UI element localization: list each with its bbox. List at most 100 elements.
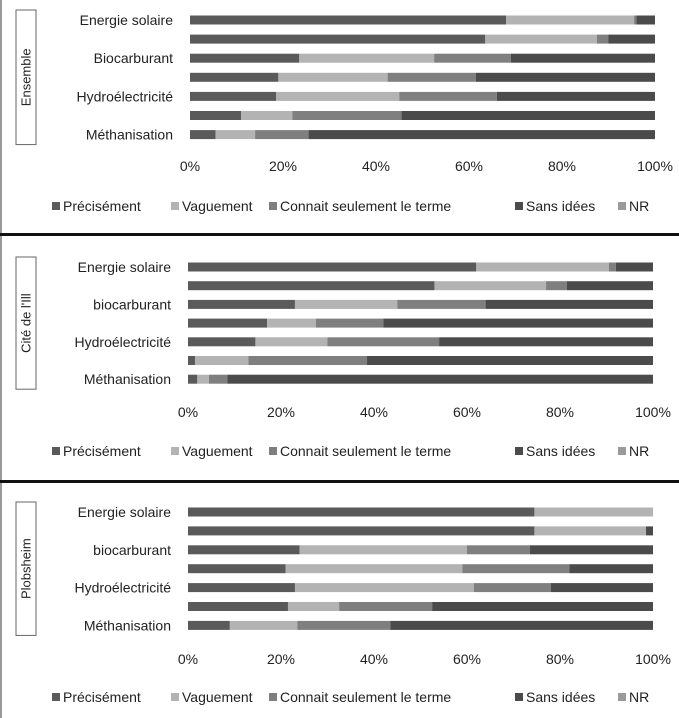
group-label-box (15, 9, 37, 146)
legend-label: Sans idées (526, 689, 595, 705)
bar-segment-connait-seulement-le-terme (596, 34, 609, 44)
bar-segment-pr-cis-ment (190, 111, 242, 120)
bar-segment-sans-id-es (510, 53, 655, 63)
x-tick-label: 40% (360, 404, 388, 420)
bar-segment-pr-cis-ment (188, 507, 535, 517)
bar-segment-connait-seulement-le-terme (315, 318, 384, 328)
category-label: Biocarburant (94, 50, 173, 66)
chart-panel-3: Plobsheim Energie solaire biocarburant Hydr… (0, 483, 671, 718)
legend-label: NR (629, 198, 649, 214)
category-label: Energie solaire (80, 12, 174, 28)
bar-segment-sans-id-es (566, 281, 653, 291)
group-label: Cité de l'Ill (19, 293, 34, 353)
bar-segment-connait-seulement-le-terme (387, 72, 476, 82)
x-tick-label: 20% (269, 158, 297, 174)
bar-segment-sans-id-es (550, 583, 653, 593)
bar-segment-connait-seulement-le-terme (546, 281, 567, 291)
bar-segment-vaguement (434, 281, 547, 291)
group-label: Ensemble (19, 48, 34, 106)
bar-segment-vaguement (506, 15, 635, 25)
category-label: Méthanisation (86, 127, 173, 143)
category-label: Hydroélectricité (75, 334, 172, 350)
bar-segment-pr-cis-ment (188, 337, 256, 347)
legend-swatch (269, 202, 277, 210)
bar-segment-connait-seulement-le-terme (634, 15, 637, 25)
legend-swatch (515, 693, 523, 701)
legend-swatch (171, 693, 179, 701)
legend-swatch (171, 202, 179, 210)
category-label: Méthanisation (84, 617, 171, 633)
category-label: Hydroélectricité (77, 88, 174, 104)
bar-segment-vaguement (197, 374, 209, 384)
bar-segment-connait-seulement-le-terme (397, 299, 486, 309)
bar-segment-vaguement (241, 111, 293, 120)
bar-segment-connait-seulement-le-terme (297, 620, 391, 630)
bar-segment-pr-cis-ment (188, 602, 288, 611)
x-tick-label: 0% (178, 651, 198, 667)
bar-segment-sans-id-es (496, 91, 655, 101)
bar-segment-sans-id-es (383, 318, 653, 328)
legend-label: Vaguement (182, 198, 253, 214)
bar-segment-connait-seulement-le-terme (473, 583, 551, 593)
bar-segment-vaguement (215, 130, 256, 140)
group-label-box (15, 256, 37, 390)
bar-segment-vaguement (476, 262, 609, 272)
bar-segment-sans-id-es (608, 34, 655, 44)
legend-label: Connait seulement le terme (280, 443, 451, 459)
x-tick-label: 40% (360, 651, 388, 667)
group-label: Plobsheim (19, 538, 34, 599)
legend-swatch (52, 447, 60, 455)
legend-label: Sans idées (526, 443, 595, 459)
x-tick-label: 60% (455, 158, 483, 174)
bar-segment-connait-seulement-le-terme (292, 111, 402, 120)
bar-segment-connait-seulement-le-terme (467, 545, 530, 555)
bar-segment-sans-id-es (432, 602, 653, 611)
x-tick-label: 0% (178, 404, 198, 420)
bar-segment-pr-cis-ment (190, 91, 277, 101)
bar-segment-pr-cis-ment (188, 299, 295, 309)
category-label: Méthanisation (84, 371, 171, 387)
bar-segment-connait-seulement-le-terme (434, 53, 511, 63)
bar-segment-pr-cis-ment (188, 564, 286, 574)
bar-segment-vaguement (229, 620, 298, 630)
bar-segment-sans-id-es (615, 262, 653, 272)
bar-segment-pr-cis-ment (190, 15, 507, 25)
bar-segment-vaguement (278, 72, 388, 82)
panel-separator (0, 480, 679, 483)
bar-segment-vaguement (287, 602, 340, 611)
bar-segment-pr-cis-ment (188, 356, 195, 365)
x-tick-label: 20% (267, 651, 295, 667)
bar-segment-connait-seulement-le-terme (327, 337, 440, 347)
bar-segment-pr-cis-ment (188, 281, 435, 291)
category-label: Energie solaire (78, 504, 172, 520)
legend-label: Connait seulement le terme (280, 198, 451, 214)
bar-segment-connait-seulement-le-terme (339, 602, 433, 611)
bar-segment-vaguement (299, 545, 467, 555)
legend-label: Vaguement (182, 443, 253, 459)
legend-label: NR (629, 443, 649, 459)
legend-label: Sans idées (526, 198, 595, 214)
legend-swatch (618, 447, 626, 455)
bar-segment-vaguement (285, 564, 463, 574)
legend-swatch (515, 202, 523, 210)
bar-segment-vaguement (276, 91, 400, 101)
x-tick-label: 100% (635, 404, 671, 420)
legend-label: Connait seulement le terme (280, 689, 451, 705)
legend-swatch (52, 693, 60, 701)
x-tick-label: 80% (546, 404, 574, 420)
chart-panel-1: Ensemble Energie solaire Biocarburant Hydro… (0, 0, 673, 233)
x-tick-label: 100% (635, 651, 671, 667)
bar-segment-pr-cis-ment (188, 374, 198, 384)
bar-segment-sans-id-es (636, 15, 655, 25)
bar-segment-pr-cis-ment (188, 545, 300, 555)
category-label: biocarburant (93, 542, 171, 558)
bar-segment-pr-cis-ment (188, 262, 477, 272)
legend-swatch (618, 202, 626, 210)
bar-segment-connait-seulement-le-terme (608, 262, 616, 272)
legend-swatch (269, 693, 277, 701)
legend-swatch (618, 693, 626, 701)
bar-segment-sans-id-es (367, 356, 653, 365)
bar-segment-connait-seulement-le-terme (208, 374, 228, 384)
bar-segment-vaguement (534, 526, 647, 536)
legend-swatch (269, 447, 277, 455)
